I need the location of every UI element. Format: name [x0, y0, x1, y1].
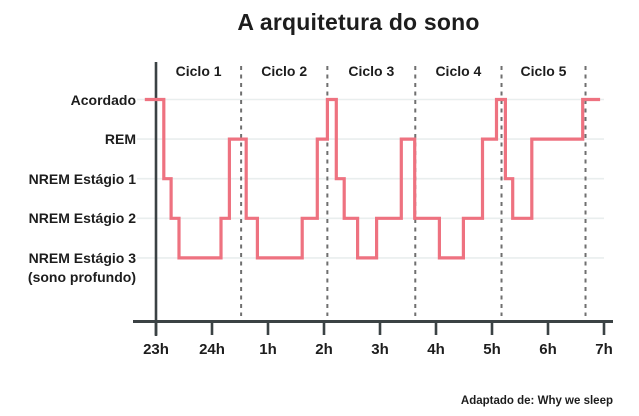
x-axis-ticks — [154, 321, 606, 335]
x-tick-label-4h: 4h — [427, 341, 445, 358]
x-tick-label-7h: 7h — [595, 341, 613, 358]
x-tick-label-3h: 3h — [371, 341, 389, 358]
x-tick-label-24h: 24h — [199, 341, 225, 358]
cycle-label-4: Ciclo 4 — [435, 63, 482, 79]
cycle-label-2: Ciclo 2 — [261, 63, 308, 79]
attribution-text: Adaptado de: Why we sleep — [460, 395, 613, 407]
x-tick-label-5h: 5h — [483, 341, 501, 358]
cycle-label-3: Ciclo 3 — [348, 63, 395, 79]
cycle-label-5: Ciclo 5 — [520, 63, 567, 79]
y-axis-label-nrem-2: NREM Estágio 2 — [28, 210, 136, 226]
cycle-label-1: Ciclo 1 — [175, 63, 222, 79]
x-tick-label-6h: 6h — [539, 341, 557, 358]
y-axis-label-nrem-3: NREM Estágio 3 — [28, 250, 136, 266]
x-tick-label-1h: 1h — [259, 341, 277, 358]
y-axis-label-nrem-1: NREM Estágio 1 — [28, 171, 136, 187]
y-axis-label-acordado: Acordado — [70, 92, 136, 108]
gridlines — [137, 98, 604, 259]
x-tick-label-23h: 23h — [143, 341, 169, 358]
x-tick-label-2h: 2h — [315, 341, 333, 358]
y-axis-label-rem: REM — [104, 131, 136, 147]
hypnogram-line — [144, 97, 601, 260]
y-axis-sublabel-sono-profundo: (sono profundo) — [27, 269, 136, 285]
chart-title: A arquitetura do sono — [237, 9, 480, 35]
